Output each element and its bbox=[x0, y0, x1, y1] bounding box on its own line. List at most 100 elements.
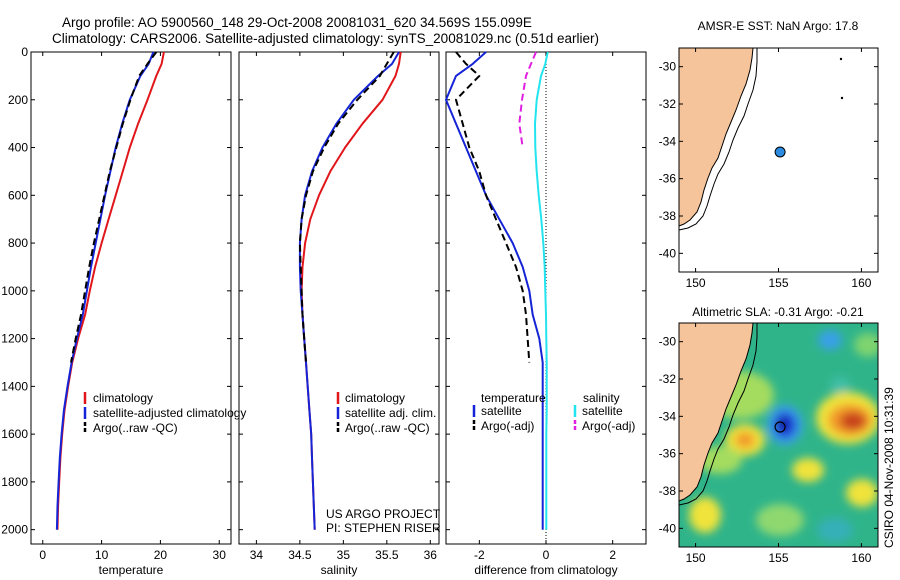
sst-map: 150 155 160 -30 -32 -34 -36 -38 -40 bbox=[659, 47, 879, 290]
map-y-tick-label: -40 bbox=[659, 246, 677, 260]
series-line-temperature-satellite bbox=[445, 51, 544, 530]
map-x-tick-label: 160 bbox=[851, 551, 871, 565]
sla-anomaly bbox=[756, 504, 804, 536]
sla-coast-contour bbox=[679, 323, 758, 506]
sst-map-title: AMSR-E SST: NaN Argo: 17.8 bbox=[698, 19, 859, 33]
map-y-tick-label: -36 bbox=[659, 447, 677, 461]
sla-anomaly bbox=[830, 377, 850, 393]
map-y-tick-label: -32 bbox=[659, 97, 677, 111]
sla-anomaly bbox=[778, 418, 788, 430]
map-y-tick-label: -36 bbox=[659, 172, 677, 186]
x-tick-label: 35.5 bbox=[375, 548, 399, 562]
sla-anomaly bbox=[735, 432, 755, 448]
x-tick-label: 0 bbox=[543, 548, 550, 562]
plot-frame bbox=[238, 51, 440, 545]
map-x-tick-label: 155 bbox=[768, 551, 788, 565]
map-x-tick-label: 150 bbox=[686, 276, 706, 290]
salinity-panel: 34 34.5 35 35.5 36 salinity bbox=[238, 51, 440, 577]
sla-anomaly bbox=[818, 330, 842, 350]
y-tick-label: 1400 bbox=[1, 379, 28, 393]
difference-legend: temperature salinity satellite Argo(-adj… bbox=[472, 391, 635, 433]
sla-anomaly bbox=[840, 412, 866, 430]
sst-land bbox=[678, 47, 754, 227]
temperature-legend: climatology satellite-adjusted climatolo… bbox=[83, 391, 246, 435]
x-tick-label: 35 bbox=[337, 548, 351, 562]
x-tick-label: 2 bbox=[609, 548, 616, 562]
map-y-tick-label: -34 bbox=[659, 409, 677, 423]
sst-island-dot bbox=[840, 96, 844, 100]
series-line-argo-raw-qc bbox=[70, 51, 158, 363]
series-line-salinity-argo-adj bbox=[518, 51, 537, 148]
plot-frame bbox=[30, 51, 232, 545]
y-tick-label: 2000 bbox=[1, 523, 28, 537]
side-timestamp: CSIRO 04-Nov-2008 10:31:39 bbox=[882, 387, 896, 548]
map-y-tick-label: -38 bbox=[659, 484, 677, 498]
legend-label-climatology: climatology bbox=[93, 391, 153, 405]
map-y-tick-label: -38 bbox=[659, 209, 677, 223]
x-tick-label: 36 bbox=[424, 548, 438, 562]
y-tick-label: 600 bbox=[8, 188, 28, 202]
y-tick-label: 800 bbox=[8, 236, 28, 250]
series-line-argo-raw-qc bbox=[298, 51, 395, 363]
sst-island-dot bbox=[839, 57, 843, 61]
series-line-salinity-satellite bbox=[534, 51, 549, 530]
y-tick-label: 1800 bbox=[1, 475, 28, 489]
legend-label-temp-satellite: satellite bbox=[481, 404, 522, 418]
y-tick-label: 1600 bbox=[1, 427, 28, 441]
x-tick-label: 30 bbox=[213, 548, 227, 562]
figure-title-line1: Argo profile: AO 5900560_148 29-Oct-2008… bbox=[62, 15, 532, 30]
map-x-tick-label: 160 bbox=[851, 276, 871, 290]
legend-label-satellite: satellite adj. clim. bbox=[345, 406, 436, 420]
x-tick-label: 0 bbox=[39, 548, 46, 562]
y-tick-label: 400 bbox=[8, 141, 28, 155]
legend-label-argo: Argo(..raw -QC) bbox=[345, 421, 430, 435]
legend-label-temp-argo: Argo(-adj) bbox=[481, 419, 534, 433]
legend-title-salinity: salinity bbox=[583, 391, 620, 405]
x-axis-label: difference from climatology bbox=[474, 563, 617, 577]
sla-land bbox=[679, 323, 754, 502]
sla-map: 150 155 160 -30 -32 -34 -36 -38 -40 bbox=[659, 322, 879, 565]
y-tick-label: 200 bbox=[8, 93, 28, 107]
map-y-tick-label: -32 bbox=[659, 372, 677, 386]
map-y-tick-label: -34 bbox=[659, 134, 677, 148]
y-tick-label: 1200 bbox=[1, 332, 28, 346]
x-tick-label: -2 bbox=[474, 548, 485, 562]
legend-label-sal-argo: Argo(-adj) bbox=[582, 419, 635, 433]
sla-anomaly bbox=[698, 446, 742, 474]
project-credit-line2: PI: STEPHEN RISER bbox=[326, 521, 441, 535]
temperature-panel: 0 10 20 30 temperature 0 200 400 600 800 1000 1200 1… bbox=[1, 45, 232, 577]
x-axis-label: temperature bbox=[99, 563, 164, 577]
sla-anomaly bbox=[792, 458, 824, 482]
map-x-tick-label: 150 bbox=[686, 551, 706, 565]
legend-label-climatology: climatology bbox=[345, 391, 405, 405]
legend-label-sal-satellite: satellite bbox=[582, 404, 623, 418]
salinity-legend: climatology satellite adj. clim. Argo(..… bbox=[326, 391, 441, 535]
map-y-tick-label: -30 bbox=[659, 335, 677, 349]
map-x-tick-label: 155 bbox=[768, 276, 788, 290]
figure-title-line2: Climatology: CARS2006. Satellite-adjuste… bbox=[52, 31, 599, 46]
series-line-temperature-argo-adj bbox=[455, 51, 531, 363]
x-tick-label: 34 bbox=[250, 548, 264, 562]
sla-anomaly bbox=[689, 497, 721, 533]
sla-anomaly bbox=[846, 479, 878, 507]
argo-float-marker bbox=[774, 146, 786, 158]
y-tick-label: 0 bbox=[21, 45, 28, 59]
legend-label-argo: Argo(..raw -QC) bbox=[93, 421, 178, 435]
sla-anomaly bbox=[817, 518, 853, 542]
sla-anomaly bbox=[854, 333, 878, 357]
x-axis-label: salinity bbox=[321, 563, 358, 577]
x-tick-label: 34.5 bbox=[288, 548, 312, 562]
map-y-tick-label: -30 bbox=[659, 60, 677, 74]
x-tick-label: 20 bbox=[154, 548, 168, 562]
sst-coast-contour bbox=[678, 48, 758, 231]
legend-label-satellite: satellite-adjusted climatology bbox=[93, 406, 246, 420]
project-credit-line1: US ARGO PROJECT bbox=[326, 507, 441, 521]
argo-float-marker bbox=[774, 421, 786, 433]
map-y-tick-label: -40 bbox=[659, 521, 677, 535]
y-tick-label: 1000 bbox=[1, 284, 28, 298]
x-tick-label: 10 bbox=[95, 548, 109, 562]
legend-title-temperature: temperature bbox=[481, 391, 546, 405]
sla-map-title: Altimetric SLA: -0.31 Argo: -0.21 bbox=[692, 305, 864, 319]
